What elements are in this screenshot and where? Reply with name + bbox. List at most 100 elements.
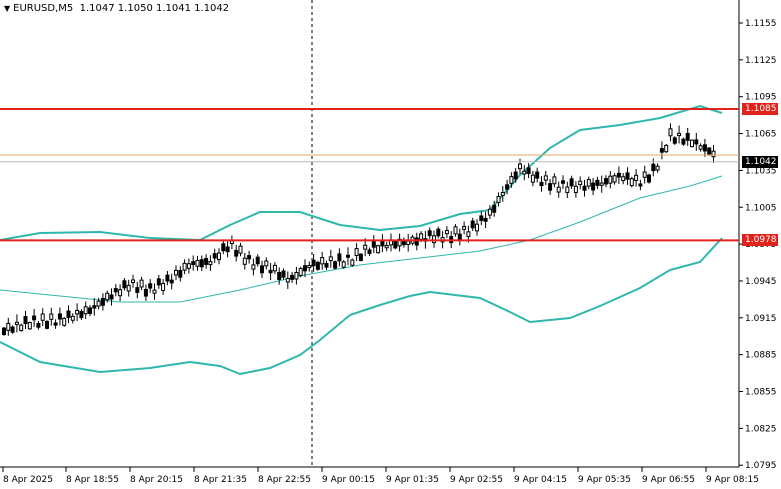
triangle-down-icon[interactable]: ▼: [4, 4, 11, 13]
candle-body: [324, 263, 329, 268]
candle-body: [148, 283, 153, 289]
price-axis-label: 1.1065: [745, 130, 777, 140]
candle-body: [45, 320, 49, 329]
price-axis-label: 1.0795: [745, 461, 777, 471]
candle-body: [152, 289, 157, 294]
candle-body: [109, 294, 114, 300]
candle-body: [10, 326, 15, 333]
candle-body: [475, 223, 479, 232]
candle-body: [182, 262, 187, 271]
candle-body: [595, 179, 600, 186]
candle-body: [462, 226, 467, 230]
candle-body: [681, 138, 686, 145]
candle-body: [599, 182, 604, 186]
candle-body: [217, 252, 221, 261]
candle-body: [556, 186, 561, 193]
candle-body: [376, 245, 381, 254]
candle-body: [432, 235, 436, 244]
candle-body: [83, 306, 88, 315]
time-axis-label: 8 Apr 21:35: [194, 475, 247, 485]
candle-body: [668, 128, 673, 137]
candle-body: [79, 310, 84, 319]
candle-body: [70, 315, 75, 321]
candle-body: [552, 176, 557, 185]
price-axis-label: 1.1095: [745, 93, 777, 103]
candle-body: [685, 132, 690, 141]
candle-body: [191, 261, 196, 265]
price-axis-label: 1.1155: [745, 19, 777, 29]
candle-body: [208, 261, 213, 266]
candle-body: [612, 175, 617, 183]
candle-body: [707, 147, 712, 156]
candle-body: [247, 255, 252, 260]
candle-body: [492, 204, 497, 213]
candle-body: [161, 282, 166, 291]
candle-body: [131, 279, 135, 284]
chart-header: ▼ EURUSD,M5 1.1047 1.1050 1.1041 1.1042: [4, 3, 229, 14]
candle-body: [608, 175, 613, 184]
candle-body: [242, 257, 247, 265]
time-axis-labels: 8 Apr 2025 8 Apr 18:55 8 Apr 20:15 8 Apr 21…: [2, 467, 759, 485]
candle-body: [328, 256, 333, 262]
candle-body: [341, 261, 346, 268]
candle-body: [251, 264, 256, 270]
candle-body: [483, 217, 488, 222]
candle-body: [655, 165, 660, 171]
candle-body: [487, 208, 492, 216]
candle-body: [23, 316, 28, 324]
candle-body: [350, 259, 355, 266]
candle-body: [281, 270, 286, 278]
candle-body: [513, 171, 518, 180]
candle-body: [298, 268, 303, 276]
candle-body: [204, 257, 209, 265]
candle-body: [414, 237, 419, 246]
candle-body: [578, 180, 583, 186]
candle-body: [522, 170, 527, 175]
candle-body: [371, 240, 376, 248]
candle-body: [470, 220, 475, 229]
candle-body: [694, 139, 699, 145]
candle-body: [591, 182, 596, 191]
candle-body: [49, 313, 54, 320]
candle-body: [32, 315, 37, 321]
candle-body: [165, 274, 170, 282]
candle-body: [221, 243, 226, 252]
candle-body: [548, 183, 553, 191]
candle-body: [337, 253, 342, 262]
candle-body: [535, 171, 540, 179]
candle-body: [397, 238, 402, 247]
candle-body: [75, 309, 80, 315]
candle-body: [604, 178, 608, 185]
time-axis-label: 9 Apr 06:55: [642, 475, 695, 485]
candle-body: [174, 269, 178, 276]
candle-body: [225, 246, 230, 253]
symbol-label: EURUSD,M5: [13, 3, 74, 14]
candle-body: [496, 196, 501, 203]
candle-body: [505, 184, 510, 190]
price-axis-label: 1.0825: [745, 424, 777, 434]
candle-body: [260, 265, 264, 274]
time-axis-label: 9 Apr 01:35: [386, 475, 439, 485]
candle-body: [53, 322, 58, 326]
candle-body: [96, 300, 101, 307]
time-axis-label: 9 Apr 08:15: [706, 475, 759, 485]
candle-body: [307, 264, 312, 269]
middle-band-line: [0, 175, 723, 303]
candle-body: [27, 322, 32, 330]
candle-body: [500, 191, 505, 196]
candle-body: [436, 228, 441, 237]
candle-body: [143, 288, 148, 297]
candle-body: [672, 137, 677, 144]
candle-body: [294, 272, 299, 280]
price-axis-label: 1.0915: [745, 314, 777, 324]
candle-body: [582, 185, 587, 191]
candle-body: [651, 163, 656, 172]
candle-body: [543, 175, 548, 181]
candle-body: [629, 178, 634, 187]
price-axis-label: 1.1125: [745, 56, 777, 66]
candle-body: [311, 259, 316, 267]
candle-body: [711, 150, 716, 158]
candle-body: [358, 253, 363, 262]
